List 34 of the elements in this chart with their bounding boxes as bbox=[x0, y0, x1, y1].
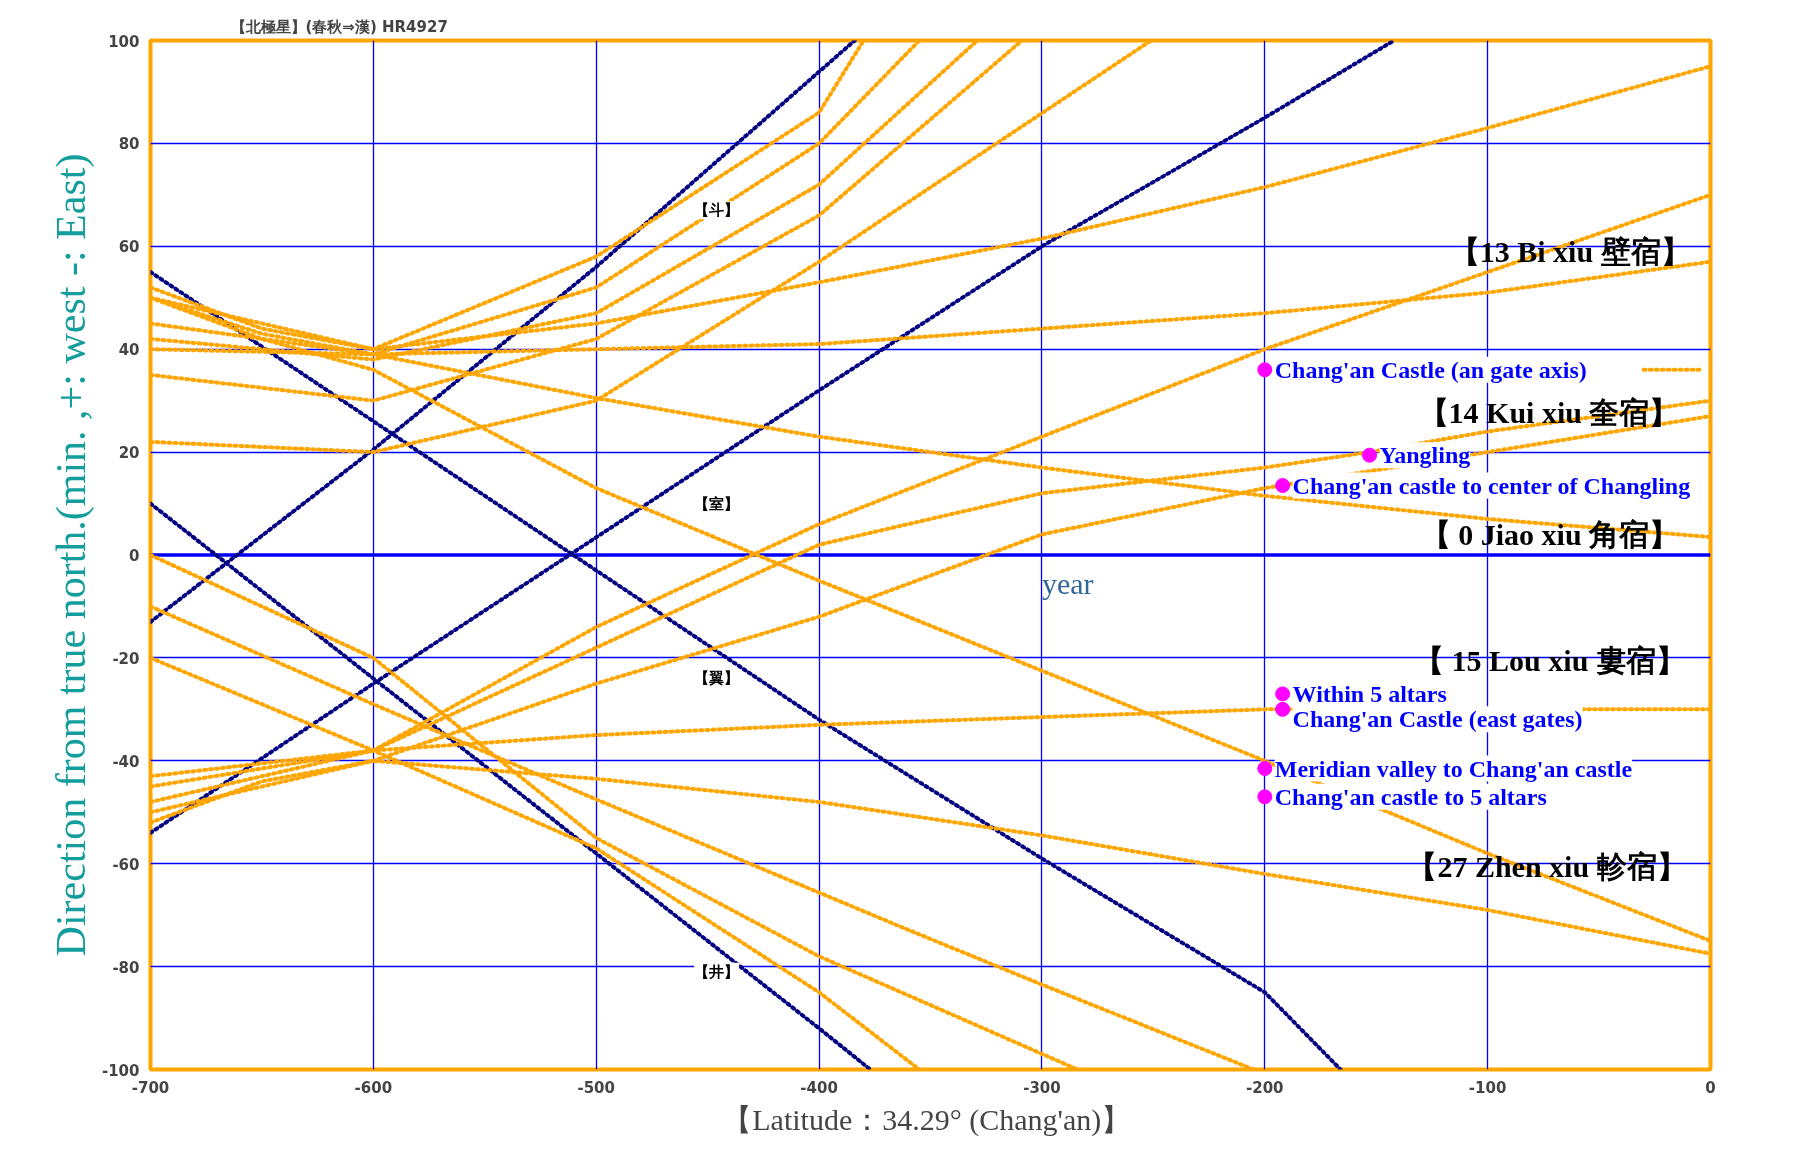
y-axis-title: Direction from true north.(min. ,+: west -: East) bbox=[47, 153, 95, 957]
annotation: 【斗】 bbox=[694, 201, 740, 220]
y-tick-label: -60 bbox=[112, 855, 140, 874]
y-tick-label: 20 bbox=[118, 444, 140, 463]
x-tick-label: -100 bbox=[1468, 1078, 1507, 1097]
x-tick-label: -300 bbox=[1023, 1078, 1061, 1097]
y-tick-label: 100 bbox=[108, 32, 140, 51]
y-tick-label: 0 bbox=[129, 547, 140, 565]
y-tick-label: 80 bbox=[118, 135, 140, 154]
y-tick-label: -80 bbox=[112, 958, 140, 977]
y-tick-label: 40 bbox=[118, 341, 140, 360]
annotation: 【翼】 bbox=[694, 669, 740, 688]
x-tick-label: -500 bbox=[577, 1078, 615, 1097]
x-tick-label: -200 bbox=[1246, 1078, 1284, 1097]
annotation: Meridian valley to Chang'an castle bbox=[1274, 755, 1633, 782]
annotation: Yangling bbox=[1379, 442, 1471, 469]
x-tick-label: -400 bbox=[800, 1078, 838, 1097]
annotation: Chang'an Castle (an gate axis) bbox=[1274, 356, 1587, 383]
x-tick-label: -700 bbox=[131, 1078, 170, 1097]
annotation: 【室】 bbox=[694, 494, 740, 513]
text: 【Latitude：34.29° (Chang'an)】 bbox=[722, 1102, 1132, 1137]
x-tick-label: 0 bbox=[1705, 1078, 1716, 1097]
annotation: Within 5 altars bbox=[1292, 680, 1447, 707]
annotation: Chang'an Castle (east gates) bbox=[1292, 706, 1583, 733]
annotation: Chang'an castle to 5 altars bbox=[1274, 783, 1547, 810]
y-tick-label: -100 bbox=[101, 1061, 140, 1080]
annotation: 【井】 bbox=[694, 962, 740, 981]
y-tick-label: -40 bbox=[112, 752, 140, 771]
annotation: Chang'an castle to center of Changling bbox=[1292, 472, 1691, 499]
y-tick-label: -20 bbox=[112, 649, 140, 668]
x-tick-label: -600 bbox=[354, 1078, 393, 1097]
chart-title: 【北極星】(春秋⇒漢) HR4927 bbox=[230, 17, 448, 36]
y-tick-label: 60 bbox=[118, 238, 140, 257]
x-axis-title: year bbox=[1041, 567, 1094, 600]
